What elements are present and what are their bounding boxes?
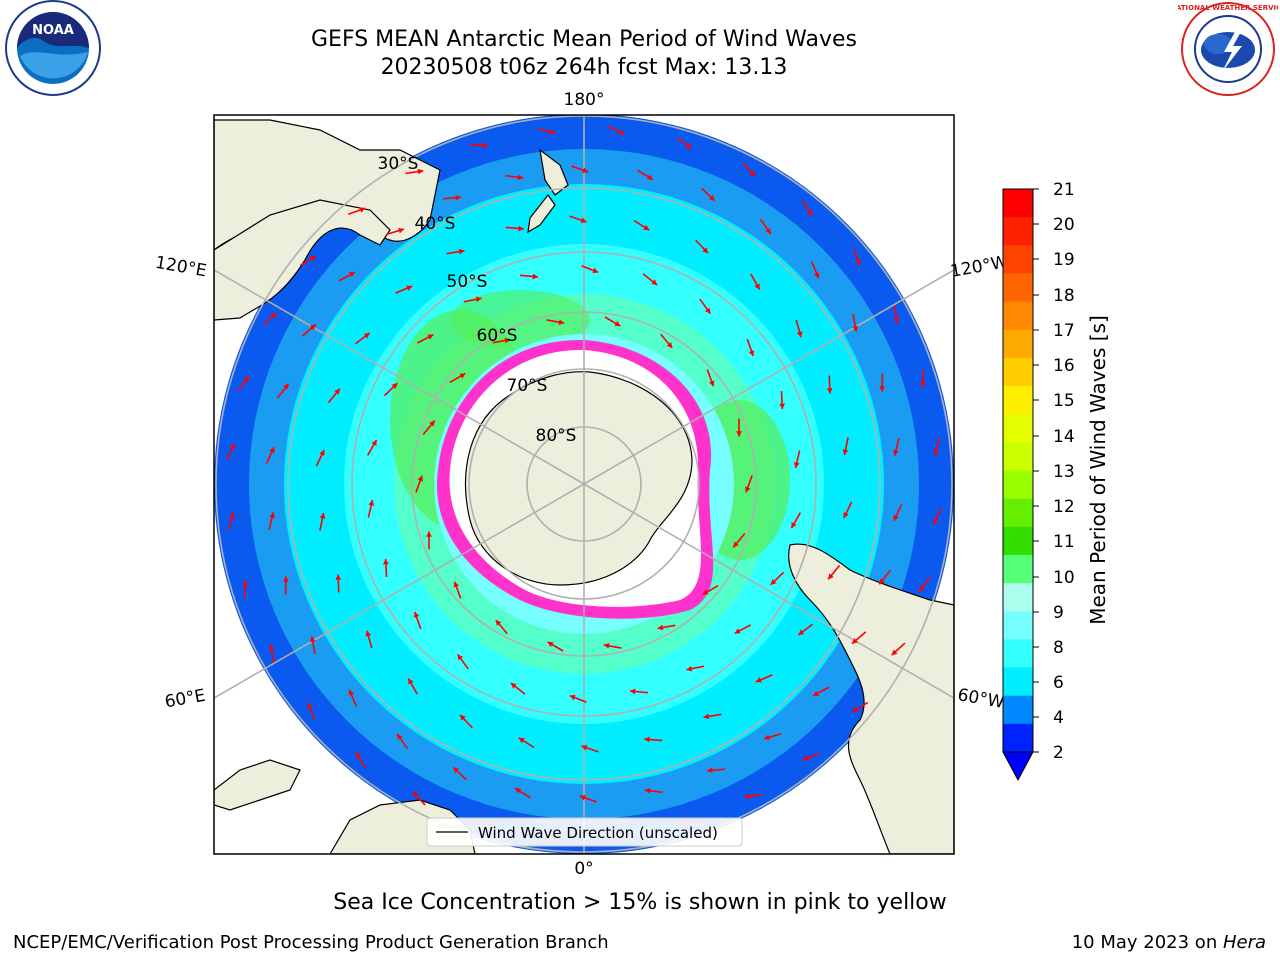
sea-ice-note: Sea Ice Concentration > 15% is shown in …: [0, 890, 1280, 915]
colorbar-segment: [1003, 442, 1033, 471]
lat-label-50s: 50°S: [447, 272, 488, 292]
colorbar-segment: [1003, 471, 1033, 500]
lon-label-60e: 60°E: [163, 686, 207, 713]
colorbar-tick-label: 19: [1053, 250, 1075, 270]
colorbar-segment: [1003, 696, 1033, 725]
lat-label-60s: 60°S: [477, 326, 518, 346]
colorbar-segment: [1003, 724, 1033, 753]
colorbar-tick-label: 4: [1053, 708, 1064, 728]
colorbar-segment: [1003, 527, 1033, 556]
colorbar-tick-label: 14: [1053, 427, 1075, 447]
colorbar-label: Mean Period of Wind Waves [s]: [1086, 315, 1110, 625]
lat-label-40s: 40°S: [415, 214, 456, 234]
colorbar-segment: [1003, 217, 1033, 246]
legend-label: Wind Wave Direction (unscaled): [478, 824, 718, 842]
colorbar-tick-label: 16: [1053, 356, 1075, 376]
lat-label-30s: 30°S: [378, 154, 419, 174]
colorbar-extend-arrow: [1003, 752, 1033, 780]
colorbar-tick-label: 6: [1053, 673, 1064, 693]
lat-label-80s: 80°S: [536, 426, 577, 446]
colorbar-segment: [1003, 414, 1033, 443]
machine-name: Hera: [1223, 932, 1266, 953]
colorbar-tick-label: 9: [1053, 603, 1064, 623]
colorbar-segment: [1003, 386, 1033, 415]
colorbar-segment: [1003, 583, 1033, 612]
map-legend: Wind Wave Direction (unscaled): [427, 818, 742, 846]
lon-label-120e: 120°E: [154, 253, 208, 282]
colorbar-segment: [1003, 668, 1033, 697]
colorbar-tick-label: 8: [1053, 638, 1064, 658]
credit-text: NCEP/EMC/Verification Post Processing Pr…: [13, 932, 609, 953]
colorbar-tick-label: 12: [1053, 497, 1075, 517]
lon-label-120w: 120°W: [949, 252, 1010, 282]
colorbar-segment: [1003, 358, 1033, 387]
colorbar-segment: [1003, 273, 1033, 302]
colorbar-segment: [1003, 499, 1033, 528]
colorbar-segment: [1003, 611, 1033, 640]
colorbar-segment: [1003, 189, 1033, 218]
colorbar-tick-label: 10: [1053, 568, 1075, 588]
colorbar-segment: [1003, 245, 1033, 274]
colorbar-segment: [1003, 639, 1033, 668]
colorbar-tick-label: 18: [1053, 286, 1075, 306]
lon-label-0: 0°: [574, 859, 593, 879]
lat-label-70s: 70°S: [507, 376, 548, 396]
date-text: 10 May 2023 on Hera: [1072, 932, 1266, 953]
colorbar-tick-label: 15: [1053, 391, 1075, 411]
colorbar-segment: [1003, 555, 1033, 584]
colorbar: 21 20 19 18 17 16 15 14 13 12 11 10 9 8 6 4 2: [1003, 180, 1075, 780]
colorbar-tick-label: 2: [1053, 743, 1064, 763]
colorbar-tick-label: 20: [1053, 215, 1075, 235]
colorbar-tick-label: 13: [1053, 462, 1075, 482]
colorbar-tick-label: 11: [1053, 532, 1075, 552]
date-prefix: 10 May 2023 on: [1072, 932, 1223, 953]
lon-label-60w: 60°W: [956, 685, 1006, 713]
colorbar-segment: [1003, 302, 1033, 331]
colorbar-tick-label: 21: [1053, 180, 1075, 200]
colorbar-segment: [1003, 330, 1033, 359]
lon-label-180: 180°: [564, 90, 605, 110]
colorbar-tick-label: 17: [1053, 321, 1075, 341]
